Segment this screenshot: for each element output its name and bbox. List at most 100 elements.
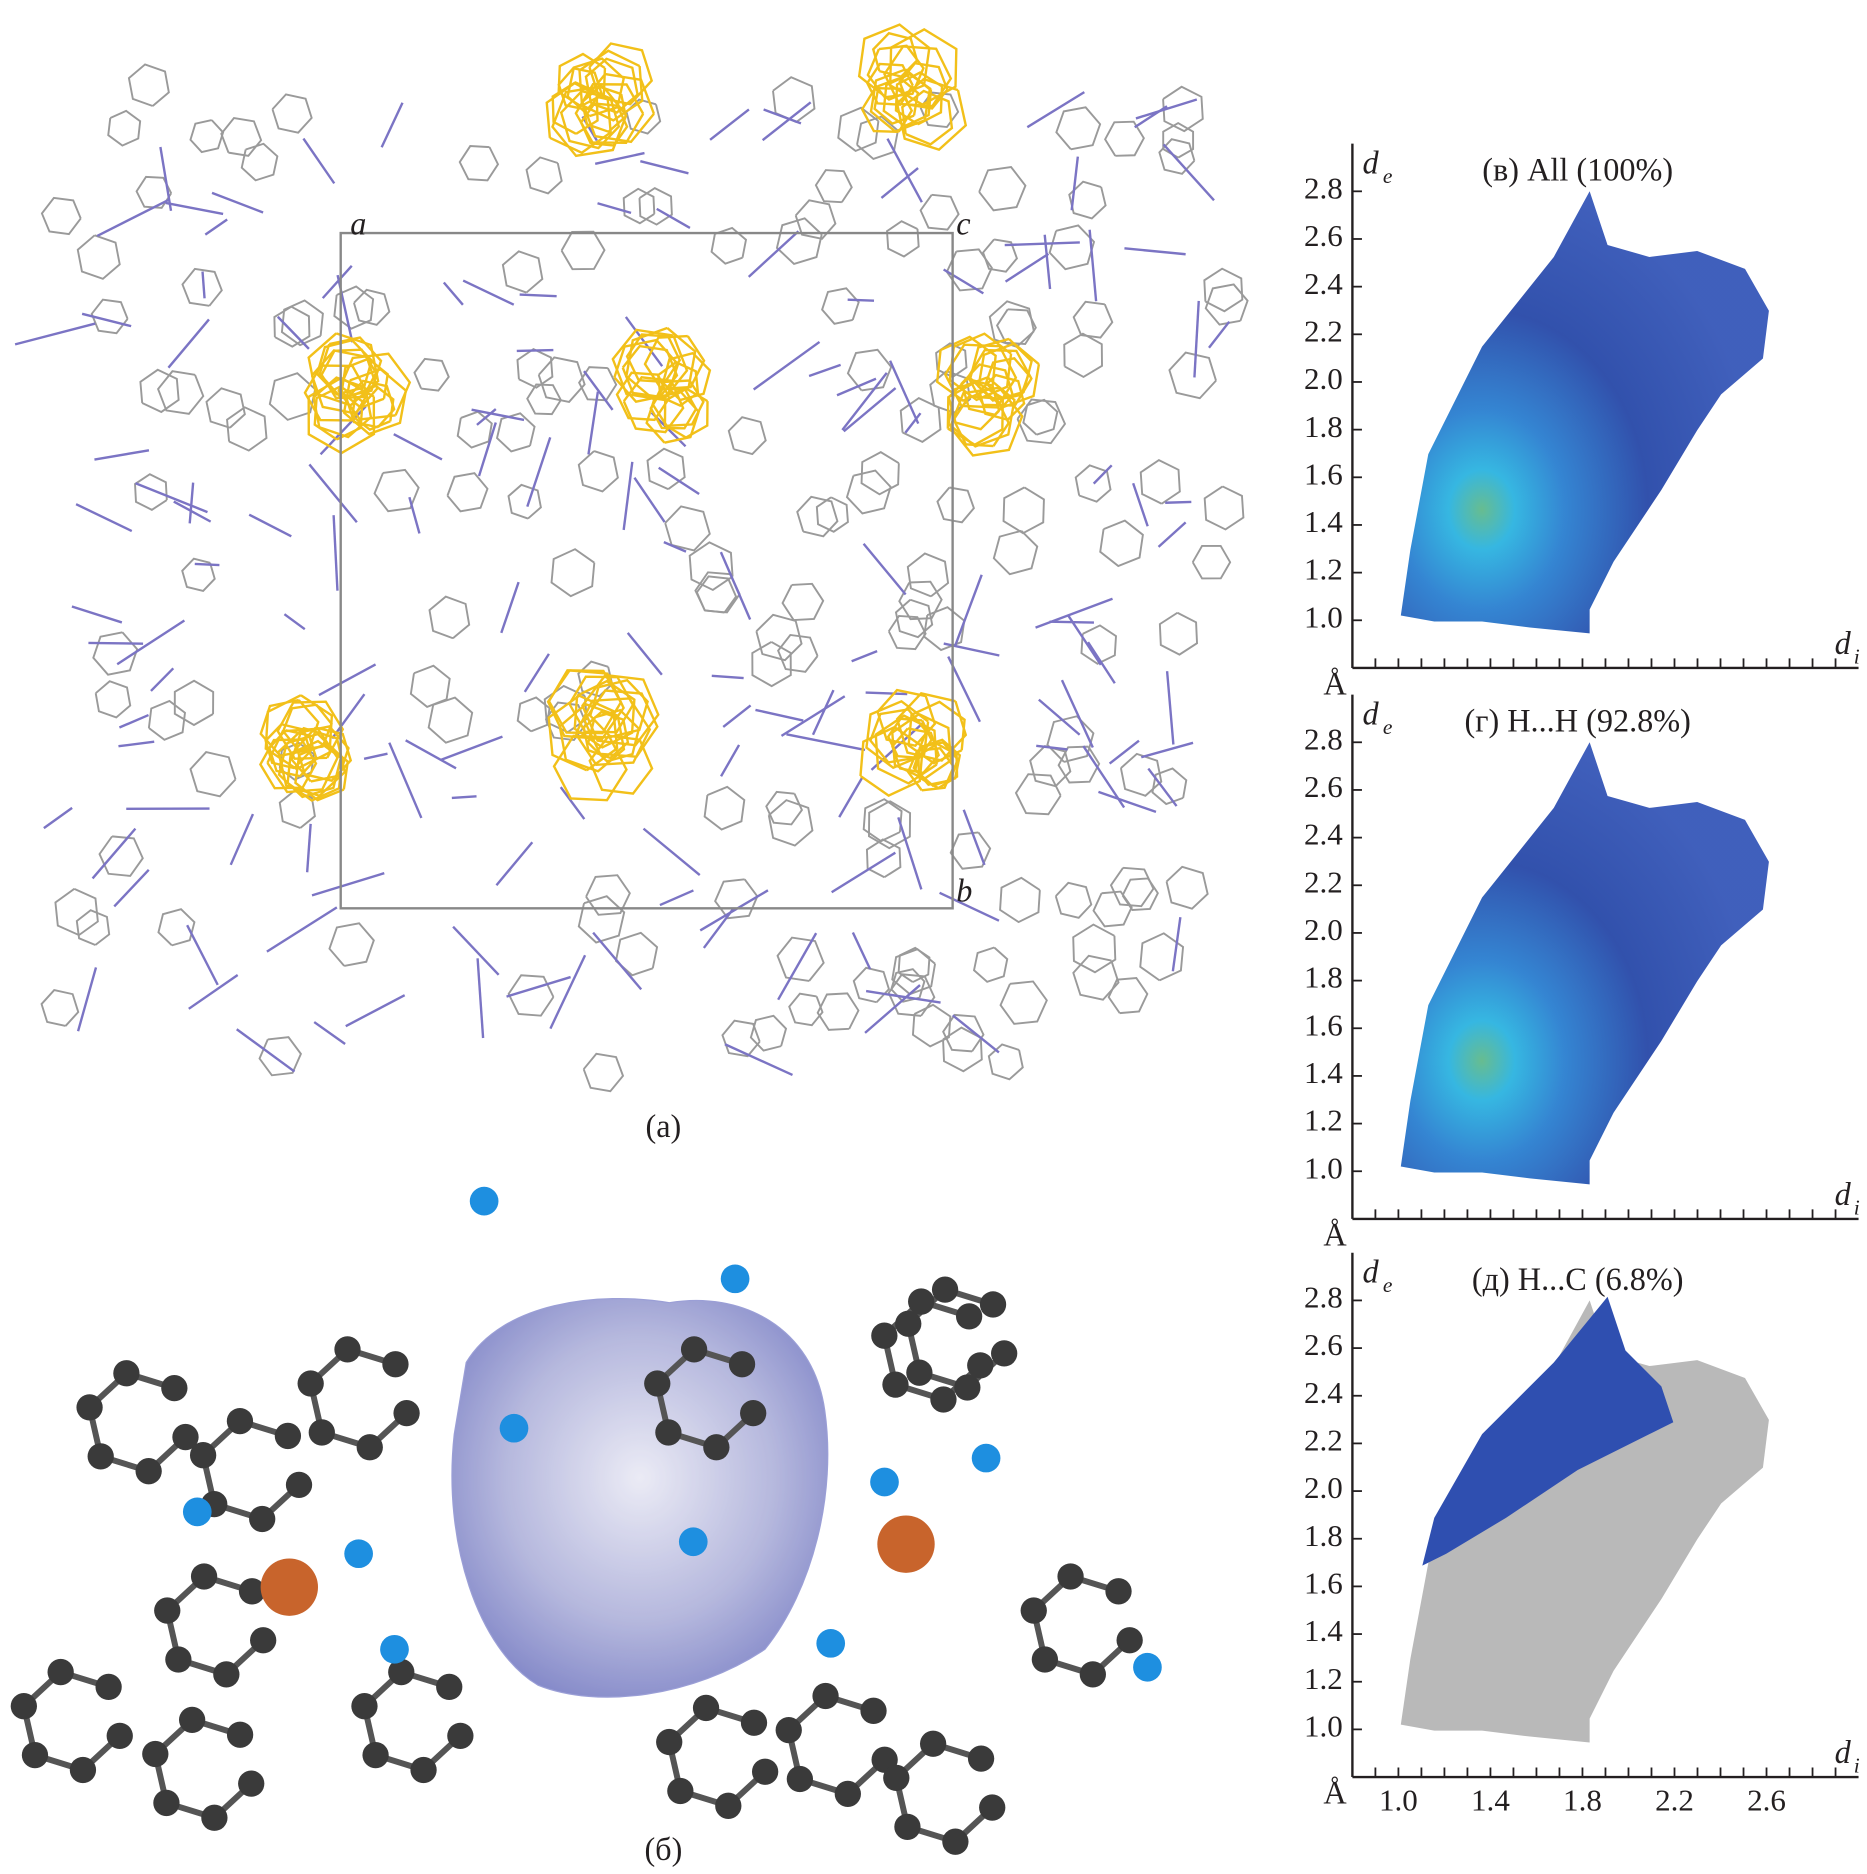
y-axis-label: d xyxy=(1363,145,1380,181)
y-axis-sub: e xyxy=(1383,164,1393,188)
ring xyxy=(919,193,960,231)
ring xyxy=(1048,224,1096,271)
atom xyxy=(226,1407,254,1435)
ring xyxy=(446,472,489,513)
bond xyxy=(159,146,173,212)
x-tick-label: 2.6 xyxy=(1747,1782,1786,1817)
atom xyxy=(882,1371,909,1398)
y-tick-label: 1.8 xyxy=(1304,960,1343,995)
bond xyxy=(116,619,186,666)
bond xyxy=(811,689,835,736)
metal-atom xyxy=(877,1515,935,1573)
ring xyxy=(127,63,170,107)
y-tick-label: 1.8 xyxy=(1304,1518,1343,1553)
atom xyxy=(816,1628,846,1658)
ring xyxy=(1057,745,1101,784)
y-axis-sub: e xyxy=(1383,715,1393,739)
ring xyxy=(280,299,324,347)
bond xyxy=(477,422,497,477)
atom xyxy=(883,1764,910,1792)
ring xyxy=(949,831,992,870)
ring xyxy=(982,238,1019,273)
ring xyxy=(987,1043,1024,1081)
atom xyxy=(238,1770,265,1797)
ring xyxy=(40,989,80,1027)
ring xyxy=(189,119,225,154)
y-tick-label: 2.0 xyxy=(1304,912,1343,947)
ring xyxy=(688,541,734,592)
bond xyxy=(71,605,123,624)
ring xyxy=(876,688,937,747)
bond xyxy=(81,312,132,328)
ring xyxy=(147,699,186,741)
atom xyxy=(655,1419,682,1446)
fingerprint-plot: 1.0 1.2 1.4 1.6 1.8 2.0 2.2 2.4 2.6 2.8 (г) H...H … xyxy=(1304,694,1860,1252)
atom xyxy=(860,1697,887,1724)
bond xyxy=(194,562,220,567)
y-tick-label: 1.6 xyxy=(1304,1566,1343,1601)
ring xyxy=(1002,486,1045,535)
ring xyxy=(337,352,412,421)
ring xyxy=(721,1019,761,1058)
atom xyxy=(499,1413,529,1443)
y-tick-label: 1.2 xyxy=(1304,1661,1343,1696)
ring xyxy=(767,799,814,847)
ring xyxy=(765,790,804,826)
ring xyxy=(860,86,914,134)
bond xyxy=(313,1021,346,1045)
y-tick-label: 2.2 xyxy=(1304,1423,1343,1458)
ring xyxy=(1203,267,1244,313)
ring xyxy=(788,992,824,1027)
x-axis-label: d xyxy=(1835,625,1852,661)
bond xyxy=(150,667,175,692)
atom xyxy=(644,1370,671,1397)
bond xyxy=(862,542,907,596)
bond xyxy=(311,872,385,897)
atom xyxy=(190,1563,218,1590)
bond xyxy=(1157,521,1187,548)
ring xyxy=(584,57,639,114)
bond xyxy=(1067,614,1102,666)
ring xyxy=(1191,544,1232,580)
ring xyxy=(895,77,968,151)
bond xyxy=(302,137,336,185)
ring xyxy=(1165,865,1209,910)
bond xyxy=(640,159,689,175)
ring xyxy=(507,483,542,520)
bond xyxy=(165,201,224,216)
bond xyxy=(954,574,983,646)
bond xyxy=(173,500,212,523)
ring xyxy=(516,696,551,733)
bond xyxy=(388,742,423,819)
atom xyxy=(178,1706,206,1734)
bond xyxy=(1135,98,1198,120)
ring xyxy=(948,332,1013,402)
atom xyxy=(979,1794,1006,1821)
ring xyxy=(952,395,1011,448)
atom xyxy=(930,1386,957,1413)
ring xyxy=(259,738,318,790)
ring xyxy=(578,49,644,122)
atom xyxy=(87,1443,114,1470)
ring xyxy=(181,557,216,592)
bond xyxy=(236,1028,296,1073)
ring xyxy=(860,451,900,496)
ring xyxy=(852,966,890,1004)
ring xyxy=(755,613,803,662)
bond xyxy=(720,744,741,777)
ring xyxy=(550,548,596,598)
atom xyxy=(308,1419,335,1446)
bond xyxy=(118,740,155,748)
bond xyxy=(836,377,877,397)
bond xyxy=(519,293,557,298)
panel-label: (а) xyxy=(645,1108,681,1144)
atom xyxy=(447,1722,474,1750)
x-axis-sub: i xyxy=(1854,1753,1860,1777)
ring xyxy=(501,250,544,294)
ring xyxy=(92,631,139,676)
ring xyxy=(273,305,311,348)
ring xyxy=(1063,332,1103,379)
atom xyxy=(142,1740,169,1768)
atom xyxy=(786,1765,814,1793)
